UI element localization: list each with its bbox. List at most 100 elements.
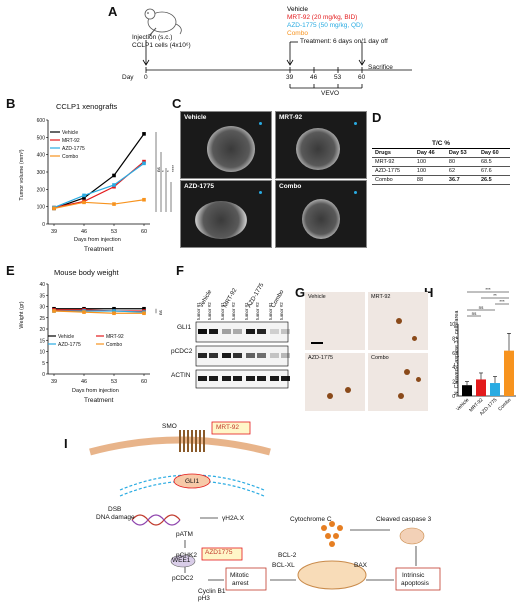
panel-label-e: E xyxy=(6,263,15,278)
y-tick-label: 10 xyxy=(450,322,455,328)
wb-band-gli1 xyxy=(281,329,290,334)
cell: 100 xyxy=(413,157,446,167)
y-tick-label: 300 xyxy=(37,170,46,176)
wb-lane-label: tumor #2 xyxy=(255,302,260,320)
day-60: 60 xyxy=(358,74,366,81)
ihc-image-vehicle: Vehicle xyxy=(305,292,365,350)
table-row: Combo 88 36.7 26.5 xyxy=(372,175,510,185)
y-tick-label: 0 xyxy=(42,222,45,228)
data-point xyxy=(82,196,86,200)
series-line xyxy=(53,199,145,209)
col-drugs: Drugs xyxy=(372,149,414,158)
legend-label: MRT-92 xyxy=(62,138,80,144)
y-tick-label: 500 xyxy=(37,135,46,141)
wb-band-gli1 xyxy=(222,329,231,334)
panel-label-h: H xyxy=(424,285,434,300)
legend-label: Combo xyxy=(62,154,78,160)
chart-e-title: Mouse body weight xyxy=(54,268,119,277)
wb-band-gli1 xyxy=(209,329,218,334)
y-tick-label: 35 xyxy=(39,293,45,299)
data-point xyxy=(82,193,86,198)
col-day60: Day 60 xyxy=(477,149,510,158)
panel-label-a: A xyxy=(108,4,118,19)
sig-label: ns xyxy=(472,311,478,316)
y-tick-label: 25 xyxy=(39,316,45,322)
data-point xyxy=(112,202,116,206)
table-row: MRT-92 100 80 68.5 xyxy=(372,157,510,167)
tumor-volume-chart: 0 100 200 300 400 500 600 39 46 53 60 Vehicle MRT-92… xyxy=(37,118,176,235)
data-point xyxy=(112,311,116,316)
caspase3-label: Cleaved caspase 3 xyxy=(376,516,432,523)
sig-label: *** xyxy=(485,288,491,292)
y-tick-label: 15 xyxy=(39,338,45,344)
y-tick-label: 4 xyxy=(452,365,455,371)
bar xyxy=(462,385,472,396)
data-point xyxy=(142,306,146,311)
data-point xyxy=(142,311,146,316)
panel-label-i: I xyxy=(64,436,68,451)
legend-label: MRT-92 xyxy=(106,334,124,340)
wb-lane-label: tumor #1 xyxy=(268,302,273,320)
data-point xyxy=(142,197,146,202)
gli1-label: GLI1 xyxy=(185,478,200,485)
cell: 62 xyxy=(445,166,478,176)
us-image-vehicle: Vehicle xyxy=(180,111,272,179)
bax-label: BAX xyxy=(354,562,368,569)
day-39: 39 xyxy=(286,74,294,81)
y-tick-label: 30 xyxy=(39,305,45,311)
wb-band-gli1 xyxy=(233,329,242,334)
cell: MRT-92 xyxy=(372,157,414,167)
y-tick-label: 20 xyxy=(39,327,45,333)
panel-label-b: B xyxy=(6,96,16,111)
patm-label: pATM xyxy=(176,531,193,538)
x-tick-label: 53 xyxy=(111,229,117,235)
vevo-label: VEVO xyxy=(321,90,340,97)
col-day53: Day 53 xyxy=(445,149,478,158)
data-point xyxy=(82,200,86,205)
day-53: 53 xyxy=(334,74,342,81)
wb-band-gli1 xyxy=(246,329,255,334)
wb-label-actin: ACTIN xyxy=(171,372,191,379)
chart-b-xlabel2: Treatment xyxy=(84,246,114,253)
ph3-label: pH3 xyxy=(198,595,210,602)
wb-band-actin xyxy=(281,376,290,381)
ihc-image-mrt92: MRT-92 xyxy=(368,292,428,350)
col-day46: Day 46 xyxy=(413,149,446,158)
y-tick-label: 400 xyxy=(37,153,46,159)
data-point xyxy=(112,173,116,178)
cell: 68.5 xyxy=(477,157,510,167)
wb-band-pcdc2 xyxy=(209,353,218,358)
wb-band-actin xyxy=(209,376,218,381)
sig-label: *** xyxy=(499,299,505,304)
wb-band-gli1 xyxy=(257,329,266,334)
series-line xyxy=(53,133,145,209)
x-tick-label: 39 xyxy=(51,379,57,385)
cell: 26.5 xyxy=(477,175,510,185)
panel-label-f: F xyxy=(176,263,184,278)
cell: AZD-1775 xyxy=(372,166,414,176)
mitotic-label-2: arrest xyxy=(232,580,249,587)
smo-label: SMO xyxy=(162,423,177,430)
bcl2-label: BCL-2 xyxy=(278,552,297,559)
cell: 100 xyxy=(413,166,446,176)
wb-band-actin xyxy=(233,376,242,381)
x-tick-label: 46 xyxy=(81,379,87,385)
wb-band-pcdc2 xyxy=(270,353,279,358)
y-tick-label: 0 xyxy=(452,394,455,400)
x-tick-label: 60 xyxy=(141,229,147,235)
chart-b-title: CCLP1 xenografts xyxy=(56,102,118,111)
western-blot: Vehicle MRT-92 AZD-1775 Combo tumor #1 tu… xyxy=(195,282,290,389)
wb-lane-label: tumor #1 xyxy=(196,302,201,320)
x-tick-label: 53 xyxy=(111,379,117,385)
wb-band-actin xyxy=(257,376,266,381)
ihc-image-combo: Combo xyxy=(368,353,428,411)
legend-label: Combo xyxy=(106,342,122,348)
ihc-label-vehicle: Vehicle xyxy=(308,294,326,300)
legend-label: Vehicle xyxy=(62,130,78,136)
wb-band-gli1 xyxy=(198,329,207,334)
ihc-label-mrt92: MRT-92 xyxy=(371,294,391,300)
legend-label: Vehicle xyxy=(58,334,74,340)
body-weight-chart: 0 5 10 15 20 25 30 35 40 39 46 53 60 Vehicle MRT-92 AZD… xyxy=(39,282,163,385)
x-tick-label: 39 xyxy=(51,229,57,235)
chart-e-xlabel2: Treatment xyxy=(84,397,114,404)
